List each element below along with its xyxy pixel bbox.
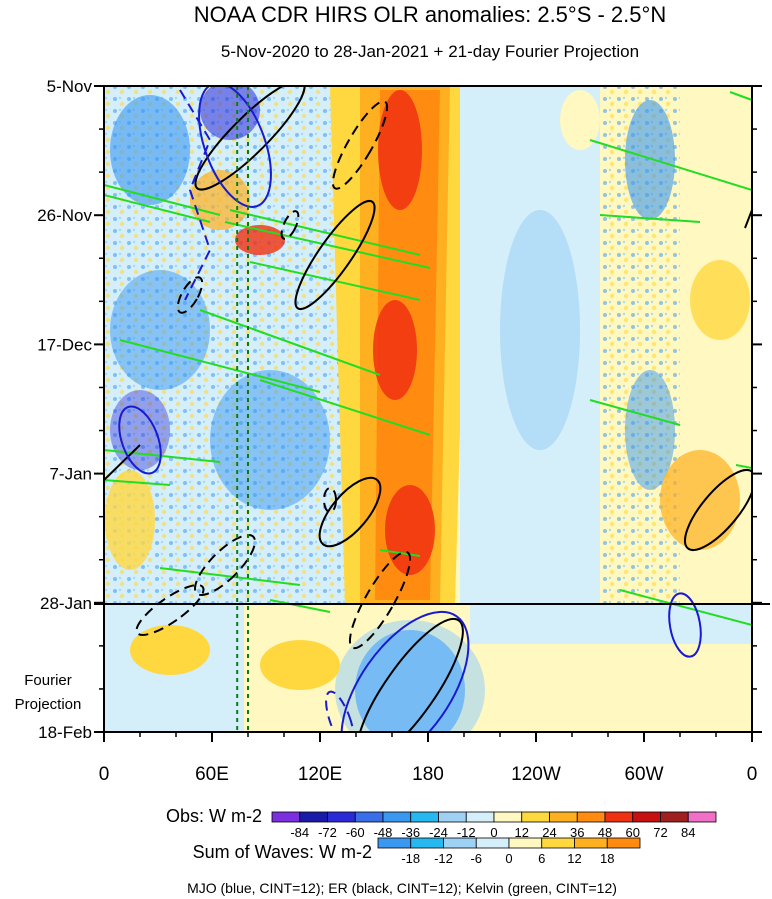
colorbar-tick-label: -12 bbox=[457, 825, 476, 840]
colorbar-tick-label: 0 bbox=[490, 825, 497, 840]
colorbar-tick-label: 48 bbox=[598, 825, 612, 840]
colorbar-swatch bbox=[508, 837, 543, 849]
colorbar-swatch bbox=[465, 811, 495, 823]
colorbar-tick-label: -6 bbox=[470, 851, 482, 866]
y-tick-label: 5-Nov bbox=[47, 77, 93, 96]
x-axis: 0 60E 120E 180 120W 60W 0 bbox=[99, 732, 758, 785]
colorbar-tick-label: 6 bbox=[538, 851, 545, 866]
projection-label-line2: Projection bbox=[15, 696, 82, 713]
colorbar-swatch bbox=[576, 811, 606, 823]
colorbar-tick-label: 0 bbox=[505, 851, 512, 866]
colorbar-swatch bbox=[299, 811, 328, 823]
chart-subtitle: 5-Nov-2020 to 28-Jan-2021 + 21-day Fouri… bbox=[221, 42, 639, 61]
colorbar-swatch bbox=[354, 811, 384, 823]
y-tick-label: 17-Dec bbox=[37, 335, 92, 354]
colorbar-tick-label: -60 bbox=[346, 825, 365, 840]
colorbar-swatch bbox=[475, 837, 510, 849]
colorbar-tick-label: 60 bbox=[626, 825, 640, 840]
colorbar-tick-label: 24 bbox=[542, 825, 556, 840]
colorbar-swatch bbox=[271, 811, 301, 823]
y-tick-label: 18-Feb bbox=[38, 723, 92, 742]
obs-colorbar: -84 -72 -60 -48 -36 -24 -12 0 12 24 36 48 60 72 84 bbox=[271, 811, 717, 840]
y-tick-label: 7-Jan bbox=[49, 465, 92, 484]
olr-field bbox=[104, 86, 752, 732]
colorbar-swatch bbox=[377, 837, 412, 849]
colorbar-swatch bbox=[660, 811, 689, 823]
colorbar-swatch bbox=[541, 837, 575, 849]
projection-label-line1: Fourier bbox=[24, 672, 72, 689]
colorbar-swatch bbox=[549, 811, 578, 823]
colorbar-swatch bbox=[443, 837, 477, 849]
colorbar-tick-label: 72 bbox=[653, 825, 667, 840]
x-tick-label: 120W bbox=[511, 764, 561, 785]
colorbar-tick-label: -24 bbox=[429, 825, 448, 840]
colorbar-tick-label: 84 bbox=[681, 825, 695, 840]
footer-legend: MJO (blue, CINT=12); ER (black, CINT=12)… bbox=[187, 880, 617, 896]
colorbar-swatch bbox=[632, 811, 661, 823]
x-tick-label: 0 bbox=[747, 764, 758, 785]
x-tick-label: 120E bbox=[298, 764, 342, 785]
colorbar-swatch bbox=[521, 811, 550, 823]
colorbar-swatch bbox=[410, 811, 439, 823]
y-axis: 5-Nov 26-Nov 17-Dec 7-Jan 28-Jan 18-Feb bbox=[37, 77, 762, 742]
colorbar-tick-label: 18 bbox=[600, 851, 614, 866]
wave-colorbar: -18 -12 -6 0 6 12 18 bbox=[377, 837, 641, 866]
wave-colorbar-label: Sum of Waves: W m-2 bbox=[193, 842, 372, 862]
colorbar-tick-label: -72 bbox=[318, 825, 337, 840]
chart-title: NOAA CDR HIRS OLR anomalies: 2.5°S - 2.5… bbox=[194, 2, 666, 27]
colorbar-swatch bbox=[410, 837, 444, 849]
colorbar-swatch bbox=[687, 811, 717, 823]
colorbar-swatch bbox=[574, 837, 608, 849]
colorbar-tick-label: -36 bbox=[401, 825, 420, 840]
colorbar-tick-label: -48 bbox=[374, 825, 393, 840]
colorbar-tick-label: 36 bbox=[570, 825, 584, 840]
colorbar-tick-label: -12 bbox=[434, 851, 453, 866]
obs-colorbar-label: Obs: W m-2 bbox=[166, 806, 262, 826]
colorbar-swatch bbox=[327, 811, 356, 823]
y-tick-label: 26-Nov bbox=[37, 206, 92, 225]
x-tick-label: 60E bbox=[195, 764, 229, 785]
y-tick-label: 28-Jan bbox=[40, 594, 92, 613]
colorbar-tick-label: 12 bbox=[567, 851, 581, 866]
colorbar-swatch bbox=[604, 811, 634, 823]
colorbar-swatch bbox=[382, 811, 412, 823]
colorbar-swatch bbox=[438, 811, 467, 823]
colorbar-tick-label: 12 bbox=[515, 825, 529, 840]
colorbar-swatch bbox=[606, 837, 641, 849]
x-tick-label: 0 bbox=[99, 764, 110, 785]
colorbar-tick-label: -18 bbox=[401, 851, 420, 866]
colorbar-swatch bbox=[493, 811, 523, 823]
colorbar-tick-label: -84 bbox=[290, 825, 309, 840]
x-tick-label: 60W bbox=[624, 764, 663, 785]
x-tick-label: 180 bbox=[412, 764, 444, 785]
